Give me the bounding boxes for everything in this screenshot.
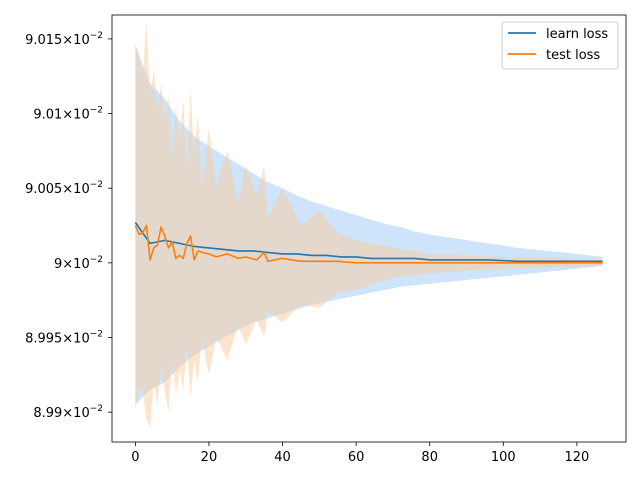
- confidence-bands: [135, 21, 603, 428]
- x-tick-label: 0: [131, 450, 139, 465]
- legend-label: learn loss: [546, 27, 608, 42]
- y-tick-label: 8.99×10−2: [33, 404, 103, 421]
- plot-area-frame: [111, 14, 627, 443]
- legend: learn loss test loss: [501, 21, 619, 70]
- series-lines: [134, 222, 603, 264]
- y-tick-label: 9.005×10−2: [25, 180, 103, 197]
- y-axis: 8.99×10−2 8.995×10−2 9×10−2 9.005×10−2 9.01×…: [25, 31, 112, 421]
- y-tick-label: 8.995×10−2: [25, 329, 103, 346]
- legend-label: test loss: [546, 48, 600, 63]
- x-tick-label: 80: [421, 450, 438, 465]
- x-tick-label: 40: [274, 450, 291, 465]
- y-tick-label: 9.01×10−2: [33, 106, 103, 123]
- x-tick-label: 120: [564, 450, 589, 465]
- series-line-0: [134, 222, 603, 263]
- x-tick-label: 20: [201, 450, 218, 465]
- series-line-1: [134, 224, 603, 264]
- band-1: [135, 21, 603, 428]
- y-tick-label: 9×10−2: [54, 255, 103, 272]
- y-tick-label: 9.015×10−2: [25, 31, 103, 48]
- x-tick-label: 60: [348, 450, 365, 465]
- x-axis: 0 20 40 60 80 100 120: [131, 442, 589, 465]
- x-tick-label: 100: [491, 450, 516, 465]
